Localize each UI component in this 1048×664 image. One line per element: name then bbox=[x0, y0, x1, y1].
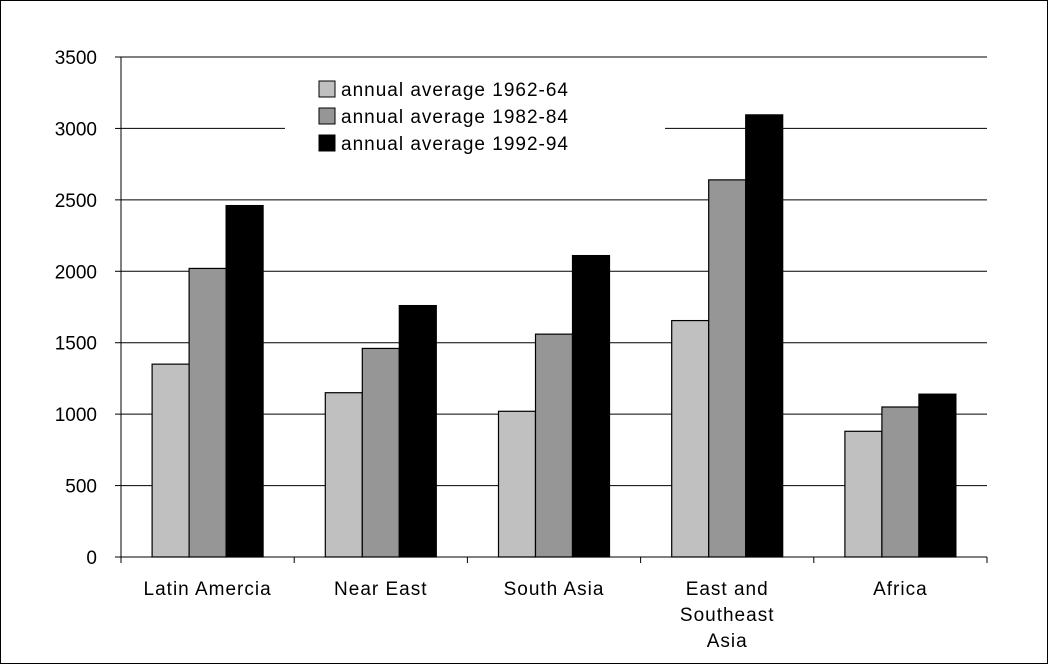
y-tick-label: 2500 bbox=[55, 191, 97, 212]
bar-1-1 bbox=[151, 363, 190, 558]
x-tick-label: Southeast bbox=[680, 605, 775, 626]
legend-swatch-2 bbox=[318, 107, 336, 125]
x-tick-label: Asia bbox=[707, 631, 748, 652]
legend-label-1: annual average 1962-64 bbox=[341, 80, 569, 101]
y-tick-label: 2000 bbox=[55, 262, 97, 283]
bar-2-3 bbox=[534, 333, 574, 558]
bar-2-5 bbox=[881, 406, 920, 558]
y-tick-label: 1000 bbox=[55, 405, 97, 426]
legend-background bbox=[285, 75, 665, 173]
bar-2-1 bbox=[188, 267, 227, 558]
bar-2-2 bbox=[361, 347, 400, 558]
legend-swatch-1 bbox=[318, 80, 336, 98]
legend: annual average 1962-64 annual average 198… bbox=[285, 75, 665, 173]
x-tick-label: South Asia bbox=[504, 579, 605, 600]
x-tick-labels: Latin Amercia Near East South Asia East and… bbox=[144, 579, 928, 652]
y-tick-label: 0 bbox=[86, 548, 97, 569]
legend-label-2: annual average 1982-84 bbox=[341, 107, 569, 128]
x-tick-label: Latin Amercia bbox=[144, 579, 272, 600]
bar-1-2 bbox=[324, 392, 363, 558]
bar-1-3 bbox=[497, 410, 537, 558]
legend-swatch-3 bbox=[318, 134, 336, 152]
y-tick-label: 3500 bbox=[55, 48, 97, 69]
legend-label-3: annual average 1992-94 bbox=[341, 134, 569, 155]
bar-1-5 bbox=[844, 430, 883, 558]
y-tick-labels: 0 500 1000 1500 2000 2500 3000 3500 bbox=[55, 48, 97, 569]
x-tick-label: Near East bbox=[334, 579, 427, 600]
bar-3-5 bbox=[918, 393, 957, 558]
bar-3-4 bbox=[745, 114, 784, 558]
axes bbox=[115, 56, 988, 563]
bar-2-4 bbox=[708, 179, 747, 558]
bars bbox=[151, 114, 957, 558]
y-tick-label: 3000 bbox=[55, 119, 97, 140]
y-tick-label: 500 bbox=[65, 477, 97, 498]
bar-3-1 bbox=[225, 204, 264, 558]
bar-3-2 bbox=[398, 304, 437, 558]
bar-3-3 bbox=[571, 254, 611, 558]
x-tick-label: East and bbox=[686, 579, 769, 600]
bar-1-4 bbox=[671, 319, 710, 558]
y-tick-label: 1500 bbox=[55, 334, 97, 355]
x-tick-label: Africa bbox=[873, 579, 928, 600]
